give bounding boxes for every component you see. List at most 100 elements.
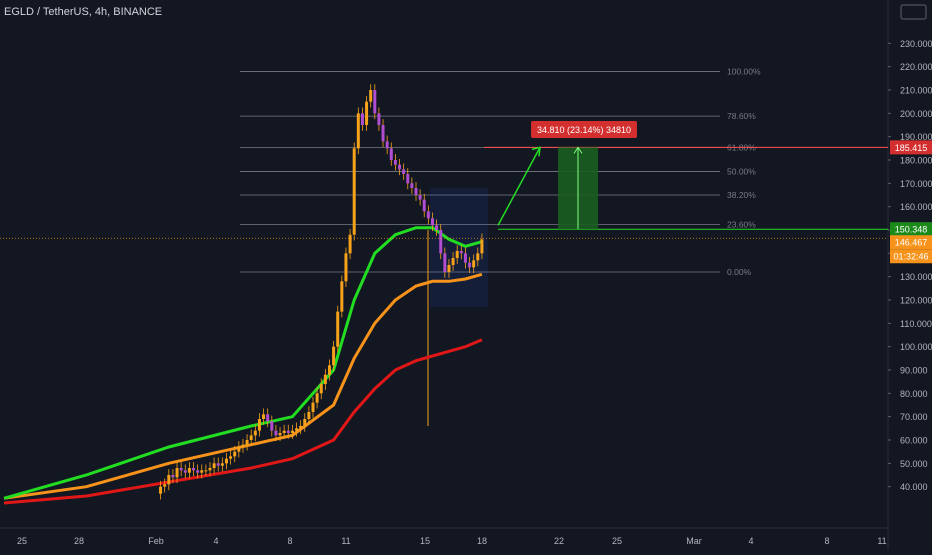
- candle-body: [290, 430, 294, 433]
- candle-body: [216, 463, 220, 466]
- candle-body: [163, 484, 167, 487]
- candle-body: [303, 419, 307, 426]
- candle-body: [418, 195, 422, 200]
- projection-diagonal-arrow: [497, 147, 541, 226]
- candle-body: [398, 164, 402, 170]
- currency-badge[interactable]: [900, 4, 927, 20]
- candle-body: [332, 346, 336, 366]
- candle-body: [249, 435, 253, 440]
- last-price-tag-bg: [890, 235, 932, 250]
- candle-body: [237, 447, 241, 452]
- candle-body: [192, 468, 196, 471]
- candle-body: [270, 421, 274, 431]
- last-price-tag: 146.467: [895, 238, 928, 248]
- candle-body: [171, 475, 175, 478]
- candle-body: [315, 393, 319, 403]
- candle-body: [344, 253, 348, 282]
- candle-body: [245, 440, 249, 445]
- candle-body: [319, 384, 323, 394]
- y-tick-label: 190.000: [900, 132, 932, 142]
- x-tick-label: Feb: [148, 536, 164, 546]
- candle-body: [282, 430, 286, 433]
- symbol-title: EGLD / TetherUS, 4h, BINANCE: [4, 6, 163, 18]
- candle-body: [196, 470, 200, 473]
- x-tick-label: 8: [824, 536, 829, 546]
- candle-body: [352, 148, 356, 235]
- candle-body: [299, 426, 303, 429]
- candle-body: [406, 174, 410, 184]
- x-tick-label: 25: [17, 536, 27, 546]
- fib-label: 23.60%: [727, 220, 756, 230]
- candle-body: [414, 188, 418, 195]
- candle-body: [365, 101, 369, 125]
- candle-body: [336, 311, 340, 347]
- candle-body: [340, 281, 344, 312]
- candle-body: [274, 430, 278, 436]
- candle-body: [167, 475, 171, 485]
- candle-body: [224, 458, 228, 464]
- candle-body: [311, 402, 315, 412]
- candle-body: [183, 470, 187, 473]
- candle-body: [262, 414, 266, 419]
- candle-body: [385, 141, 389, 149]
- candle-body: [253, 430, 257, 436]
- candle-body: [393, 160, 397, 165]
- highlight-box: [430, 188, 488, 307]
- ema-price-tag: 150.348: [895, 225, 928, 235]
- x-tick-label: Mar: [686, 536, 702, 546]
- candle-body: [435, 225, 439, 230]
- y-tick-label: 110.000: [900, 319, 932, 329]
- candle-body: [410, 183, 414, 188]
- y-tick-label: 130.000: [900, 272, 932, 282]
- candle-body: [278, 433, 282, 436]
- y-tick-label: 220.000: [900, 62, 932, 72]
- candle-body: [187, 468, 191, 473]
- candle-body: [468, 262, 472, 268]
- candle-body: [295, 428, 299, 431]
- candle-body: [459, 251, 463, 254]
- y-tick-label: 70.000: [900, 412, 928, 422]
- ema-fast-line: [3, 226, 483, 500]
- x-tick-label: 11: [877, 536, 886, 546]
- y-tick-label: 100.000: [900, 342, 932, 352]
- candle-body: [369, 90, 373, 102]
- candle-body: [307, 412, 311, 419]
- candle-body: [447, 265, 451, 272]
- x-tick-label: 4: [748, 536, 753, 546]
- candle-body: [323, 374, 327, 384]
- y-tick-label: 160.000: [900, 202, 932, 212]
- candle-body: [175, 468, 179, 478]
- candle-body: [480, 239, 484, 254]
- candle-body: [439, 230, 443, 254]
- candle-body: [381, 125, 385, 142]
- candle-body: [348, 234, 352, 254]
- x-tick-label: 22: [554, 536, 564, 546]
- fib-label: 38.20%: [727, 190, 756, 200]
- ema-price-tag-bg: [890, 222, 932, 237]
- x-tick-label: 11: [341, 536, 350, 546]
- y-tick-label: 230.000: [900, 39, 932, 49]
- candle-body: [377, 113, 381, 125]
- candle-body: [430, 218, 434, 226]
- candle-body: [266, 414, 270, 422]
- candle-body: [204, 470, 208, 472]
- x-tick-label: 25: [612, 536, 622, 546]
- projection-label: 34.810 (23.14%) 34810: [537, 125, 631, 135]
- y-tick-label: 40.000: [900, 482, 928, 492]
- candle-body: [356, 113, 360, 149]
- y-tick-label: 90.000: [900, 366, 928, 376]
- y-tick-label: 50.000: [900, 459, 928, 469]
- countdown-tag-bg: [890, 249, 932, 264]
- candle-body: [200, 470, 204, 473]
- countdown-tag: 01:32:46: [893, 252, 928, 262]
- fib-label: 50.00%: [727, 166, 756, 176]
- candle-body: [476, 253, 480, 261]
- candle-body: [463, 253, 467, 263]
- target-price-tag-bg: [890, 140, 932, 155]
- candle-body: [472, 260, 476, 268]
- x-tick-label: 28: [74, 536, 84, 546]
- ema-mid-line: [3, 272, 483, 500]
- ema-slow-line: [3, 338, 483, 505]
